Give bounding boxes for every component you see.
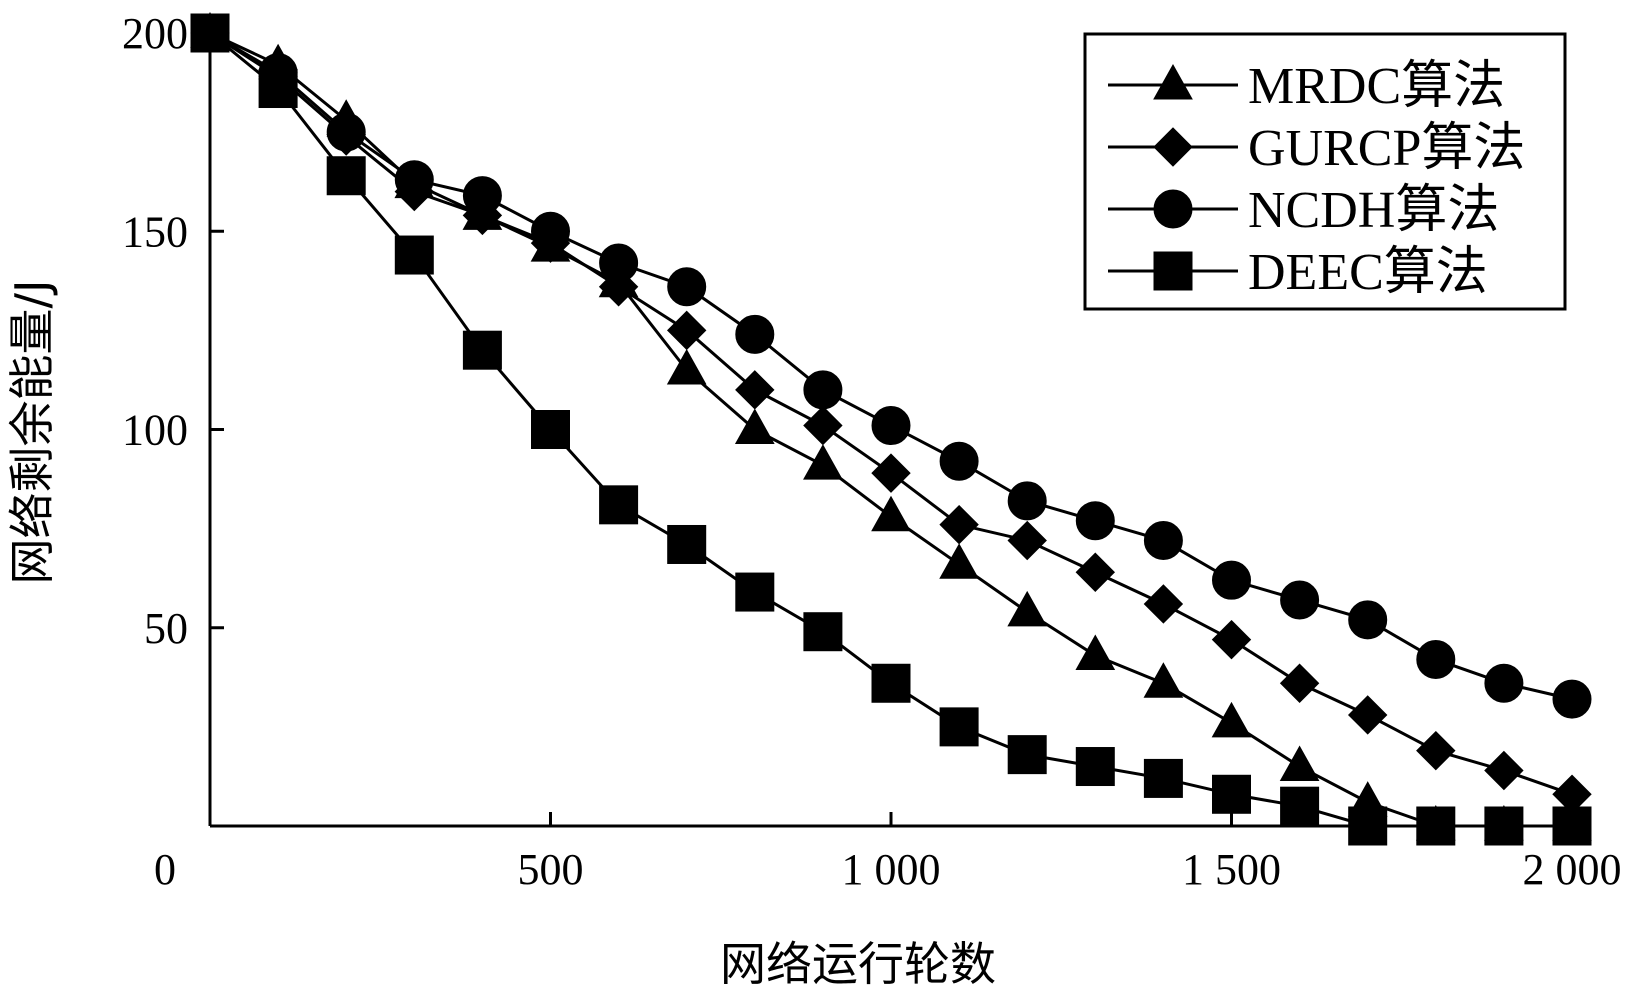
- data-point-square: [1075, 747, 1115, 787]
- data-point-circle: [1348, 600, 1388, 640]
- data-point-circle: [1143, 521, 1183, 561]
- series-square: [190, 13, 1592, 846]
- data-point-diamond: [1211, 619, 1252, 660]
- data-point-square: [462, 330, 502, 370]
- series-layer: [190, 11, 1592, 846]
- data-point-diamond: [735, 370, 775, 410]
- data-point-circle: [803, 370, 843, 410]
- data-point-diamond: [871, 453, 911, 493]
- data-point-triangle: [1143, 662, 1184, 698]
- data-point-triangle: [734, 408, 775, 444]
- data-point-diamond: [939, 504, 979, 545]
- data-point-square: [531, 410, 570, 449]
- x-tick-label: 1 500: [1182, 845, 1281, 894]
- x-tick-label: 1 000: [842, 845, 941, 894]
- data-point-square: [1552, 806, 1592, 846]
- data-point-square: [1348, 806, 1388, 846]
- data-point-diamond: [1143, 584, 1184, 624]
- data-point-square: [871, 663, 911, 703]
- data-point-diamond: [1416, 730, 1456, 771]
- legend-label: DEEC算法: [1248, 244, 1488, 301]
- legend-label: GURCP算法: [1248, 120, 1525, 177]
- data-point-triangle: [1075, 634, 1116, 671]
- data-point-triangle: [939, 543, 979, 579]
- x-tick-label: 0: [154, 845, 176, 894]
- legend-label: MRDC算法: [1248, 58, 1505, 115]
- data-point-circle: [735, 314, 775, 354]
- data-point-triangle: [1007, 590, 1048, 627]
- data-point-square: [939, 707, 979, 747]
- legend-item: GURCP算法: [1108, 120, 1525, 177]
- y-tick-label: 200: [122, 9, 188, 58]
- data-point-diamond: [666, 310, 707, 351]
- data-point-diamond: [1007, 520, 1047, 561]
- data-point-circle: [599, 243, 639, 283]
- data-point-diamond: [1484, 750, 1524, 791]
- data-point-circle: [531, 211, 570, 251]
- y-axis-ticks: 50 100 150 200: [122, 9, 224, 653]
- data-point-triangle: [871, 495, 911, 532]
- legend-marker-circle: [1153, 189, 1193, 229]
- data-point-square: [1280, 786, 1320, 826]
- data-point-circle: [1212, 560, 1251, 600]
- legend-item: MRDC算法: [1108, 58, 1505, 115]
- x-axis-title: 网络运行轮数: [720, 937, 996, 991]
- data-point-triangle: [666, 349, 707, 385]
- legend-marker-square: [1153, 251, 1193, 291]
- legend-item: DEEC算法: [1108, 244, 1488, 301]
- legend-item: NCDH算法: [1108, 182, 1499, 239]
- data-point-circle: [871, 406, 911, 446]
- data-point-circle: [1416, 639, 1456, 679]
- legend-marker-triangle: [1153, 63, 1193, 100]
- data-point-circle: [939, 441, 979, 481]
- data-point-square: [394, 235, 434, 275]
- legend-label: NCDH算法: [1248, 182, 1499, 239]
- data-point-circle: [326, 112, 366, 152]
- data-point-circle: [667, 267, 707, 307]
- data-point-square: [1143, 758, 1183, 798]
- data-point-square: [667, 524, 707, 564]
- plot-area: 50 100 150 200 0 500 1 000 1 500 2 000: [122, 9, 1622, 894]
- data-point-circle: [1280, 580, 1320, 620]
- data-point-diamond: [1075, 552, 1116, 592]
- y-tick-label: 150: [122, 207, 188, 256]
- data-point-square: [1416, 806, 1456, 846]
- data-point-circle: [1007, 481, 1047, 521]
- data-point-triangle: [1211, 701, 1252, 738]
- data-point-triangle: [803, 444, 843, 480]
- y-tick-label: 50: [144, 604, 188, 653]
- data-point-circle: [394, 160, 434, 200]
- data-point-square: [735, 572, 775, 612]
- data-point-square: [258, 69, 298, 109]
- y-axis-title: 网络剩余能量/J: [5, 279, 59, 584]
- legend-marker-diamond: [1153, 127, 1193, 167]
- x-tick-label: 500: [518, 845, 584, 894]
- data-point-diamond: [1279, 663, 1320, 703]
- data-point-square: [1007, 735, 1047, 775]
- data-point-diamond: [803, 405, 843, 446]
- data-point-circle: [1552, 679, 1592, 719]
- data-point-square: [1212, 774, 1251, 814]
- data-point-triangle: [1279, 745, 1320, 782]
- data-point-diamond: [1347, 695, 1388, 735]
- data-point-square: [599, 485, 639, 525]
- y-tick-label: 100: [122, 406, 188, 455]
- x-axis-ticks: 0 500 1 000 1 500 2 000: [154, 812, 1622, 894]
- data-point-circle: [1484, 663, 1524, 703]
- data-point-square: [326, 156, 366, 196]
- data-point-circle: [462, 176, 502, 216]
- x-tick-label: 2 000: [1523, 845, 1622, 894]
- data-point-square: [190, 13, 230, 53]
- data-point-square: [803, 612, 843, 652]
- data-point-circle: [1075, 501, 1115, 541]
- data-point-square: [1484, 806, 1524, 846]
